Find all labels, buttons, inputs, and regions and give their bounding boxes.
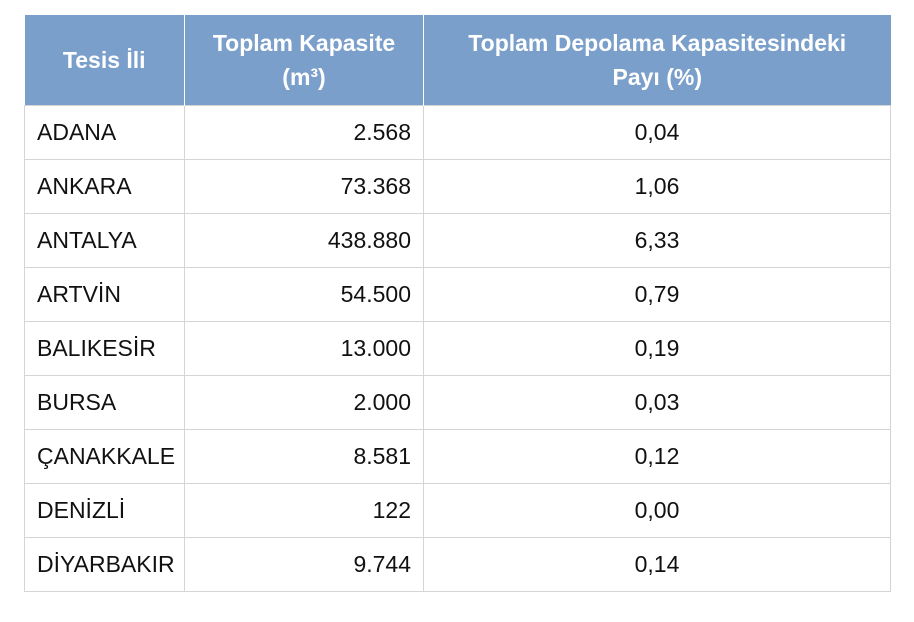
cell-share: 0,79 [423, 267, 891, 322]
table-row: ANTALYA 438.880 6,33 [24, 213, 891, 268]
cell-capacity: 8.581 [184, 429, 424, 484]
cell-city: DENİZLİ [24, 483, 185, 538]
cell-share: 0,12 [423, 429, 891, 484]
table-row: BURSA 2.000 0,03 [24, 375, 891, 430]
table-row: BALIKESİR 13.000 0,19 [24, 321, 891, 376]
cell-city: ANKARA [24, 159, 185, 214]
cell-city: BALIKESİR [24, 321, 185, 376]
header-share-line2: Payı (%) [612, 64, 702, 90]
cell-share: 1,06 [423, 159, 891, 214]
table-row: ARTVİN 54.500 0,79 [24, 267, 891, 322]
cell-capacity: 73.368 [184, 159, 424, 214]
header-capacity-line2: (m³) [282, 64, 326, 90]
header-share: Toplam Depolama Kapasitesindeki Payı (%) [423, 15, 891, 106]
table-header: Tesis İli Toplam Kapasite (m³) Toplam De… [24, 15, 891, 106]
table-body: ADANA 2.568 0,04 ANKARA 73.368 1,06 ANTALYA 438… [24, 105, 891, 592]
table-row: ÇANAKKALE 8.581 0,12 [24, 429, 891, 484]
cell-capacity: 54.500 [184, 267, 424, 322]
cell-share: 0,03 [423, 375, 891, 430]
cell-city: BURSA [24, 375, 185, 430]
table-row: ANKARA 73.368 1,06 [24, 159, 891, 214]
header-share-line1: Toplam Depolama Kapasitesindeki [468, 30, 847, 56]
cell-share: 0,19 [423, 321, 891, 376]
cell-capacity: 122 [184, 483, 424, 538]
header-capacity: Toplam Kapasite (m³) [184, 15, 424, 106]
table-row: DİYARBAKIR 9.744 0,14 [24, 537, 891, 592]
cell-capacity: 9.744 [184, 537, 424, 592]
cell-city: ÇANAKKALE [24, 429, 185, 484]
table-row: ADANA 2.568 0,04 [24, 105, 891, 160]
cell-city: ADANA [24, 105, 185, 160]
cell-city: DİYARBAKIR [24, 537, 185, 592]
cell-share: 0,04 [423, 105, 891, 160]
cell-capacity: 2.568 [184, 105, 424, 160]
cell-city: ARTVİN [24, 267, 185, 322]
header-city-label: Tesis İli [62, 47, 146, 73]
header-capacity-line1: Toplam Kapasite [212, 30, 396, 56]
cell-capacity: 2.000 [184, 375, 424, 430]
cell-capacity: 438.880 [184, 213, 424, 268]
header-city: Tesis İli [24, 15, 185, 106]
data-table-container: Tesis İli Toplam Kapasite (m³) Toplam De… [24, 15, 891, 592]
table-row: DENİZLİ 122 0,00 [24, 483, 891, 538]
cell-share: 0,14 [423, 537, 891, 592]
cell-share: 0,00 [423, 483, 891, 538]
header-row: Tesis İli Toplam Kapasite (m³) Toplam De… [24, 15, 891, 106]
cell-share: 6,33 [423, 213, 891, 268]
cell-city: ANTALYA [24, 213, 185, 268]
cell-capacity: 13.000 [184, 321, 424, 376]
capacity-table: Tesis İli Toplam Kapasite (m³) Toplam De… [24, 15, 891, 592]
